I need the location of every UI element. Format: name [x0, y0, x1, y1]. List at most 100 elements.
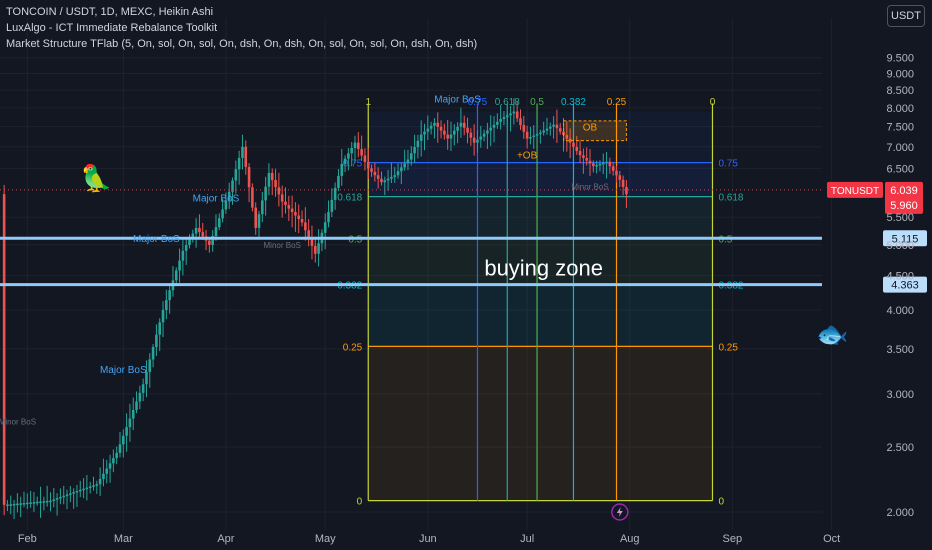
- symbol-name-label: TONUSDT: [831, 186, 879, 197]
- candle-body: [472, 137, 476, 143]
- candle-body: [145, 371, 148, 385]
- candle-body: [353, 142, 357, 148]
- candle-body: [148, 359, 152, 372]
- candle-body: [241, 146, 244, 159]
- symbol-title[interactable]: TONCOIN / USDT, 1D, MEXC, Heikin Ashi: [6, 6, 214, 18]
- chart-grid: [0, 18, 833, 530]
- candle-body: [6, 504, 9, 507]
- candle-body: [122, 435, 125, 445]
- candle-body: [625, 186, 628, 195]
- candle-body: [400, 167, 403, 172]
- candle-body: [469, 132, 473, 138]
- candle-body: [181, 250, 185, 261]
- candle-body: [337, 175, 340, 188]
- structure-annotation: Major BoS: [133, 234, 180, 245]
- x-tick-label: Sep: [723, 533, 743, 545]
- candle-body: [307, 230, 310, 239]
- candle-body: [102, 473, 105, 480]
- candle-body: [357, 142, 360, 150]
- candle-body: [178, 260, 181, 271]
- fib-time-label: 0.382: [561, 97, 586, 108]
- candle-body: [247, 167, 251, 188]
- fib-zone-fill: [368, 196, 713, 239]
- y-tick-label: 3.000: [886, 389, 914, 401]
- structure-annotation: Major BoS: [434, 94, 481, 105]
- candle-body: [476, 139, 479, 143]
- candle-body: [16, 503, 19, 506]
- candle-body: [165, 300, 168, 310]
- candle-body: [615, 170, 618, 176]
- y-tick-label: 5.000: [886, 240, 914, 252]
- structure-annotation: Major BoS: [100, 365, 147, 376]
- candle-body: [598, 163, 602, 166]
- candle-body: [221, 209, 224, 219]
- fib-level-label-left: 0.25: [343, 342, 363, 353]
- candle-body: [128, 418, 132, 428]
- fish-emoji-icon: 🐟: [816, 320, 849, 350]
- currency-button[interactable]: USDT: [887, 5, 925, 27]
- candle-body: [224, 200, 228, 210]
- candle-body: [383, 180, 387, 183]
- candle-body: [489, 127, 493, 131]
- fib-retracement: 0.750.750.6180.6180.50.50.3820.3820.250.…: [337, 97, 744, 508]
- candle-body: [380, 178, 383, 183]
- candle-body: [237, 158, 241, 170]
- candle-body: [112, 458, 115, 464]
- candle-body: [512, 111, 516, 114]
- candle-body: [277, 187, 281, 195]
- candle-body: [393, 175, 397, 177]
- candle-body: [595, 165, 598, 167]
- fib-time-label: 0.25: [607, 97, 627, 108]
- fib-level-label: 0.75: [718, 159, 738, 170]
- structure-annotation: Minor BoS: [571, 182, 608, 191]
- candle-body: [565, 135, 569, 139]
- structure-annotation: Major BoS: [193, 194, 240, 205]
- candle-body: [217, 218, 221, 228]
- indicator-legend-1[interactable]: LuxAlgo - ICT Immediate Rebalance Toolki…: [6, 22, 218, 34]
- candle-body: [49, 500, 52, 503]
- candle-body: [244, 146, 248, 168]
- candle-body: [264, 186, 267, 201]
- x-tick-label: Apr: [217, 533, 234, 545]
- y-tick-label: 7.000: [886, 142, 914, 154]
- candle-body: [59, 496, 62, 499]
- candle-body: [515, 111, 519, 119]
- level-price-badge: [883, 276, 927, 293]
- candle-body: [234, 169, 238, 181]
- y-tick-label: 9.000: [886, 69, 914, 81]
- candle-body: [201, 232, 205, 237]
- horizontal-levels: 5.115 4.363 TONUSDT 6.039 5.960: [0, 181, 927, 293]
- structure-annotation: +OB: [517, 151, 538, 162]
- candle-body: [168, 290, 171, 301]
- candle-body: [572, 142, 575, 147]
- candle-body: [95, 484, 99, 486]
- candle-body: [35, 501, 39, 504]
- candle-body: [585, 157, 588, 161]
- candle-body: [184, 245, 188, 251]
- candle-body: [55, 498, 59, 500]
- candle-body: [482, 133, 486, 137]
- candle-body: [135, 401, 138, 410]
- y-tick-label: 7.500: [886, 122, 914, 134]
- fib-zone-fill: [368, 162, 713, 197]
- fib-zone-fill: [368, 346, 713, 501]
- candle-body: [198, 227, 201, 233]
- candle-body: [505, 115, 509, 118]
- candle-body: [254, 207, 257, 228]
- candle-body: [208, 240, 211, 245]
- candle-series: [2, 98, 628, 520]
- candle-body: [317, 243, 320, 254]
- indicator-legend-2[interactable]: Market Structure TFlab (5, On, sol, On, …: [6, 38, 478, 50]
- level-price-label: 4.363: [891, 280, 919, 292]
- x-tick-label: Mar: [114, 533, 133, 545]
- candle-body: [423, 131, 426, 135]
- candle-body: [287, 205, 291, 209]
- structure-annotation: Minor BoS: [264, 241, 301, 250]
- structure-annotation: Minor BoS: [0, 418, 36, 427]
- candle-body: [125, 427, 128, 436]
- x-tick-label: Jun: [419, 533, 437, 545]
- candle-body: [214, 227, 218, 237]
- candle-body: [284, 201, 287, 206]
- candle-body: [456, 126, 459, 131]
